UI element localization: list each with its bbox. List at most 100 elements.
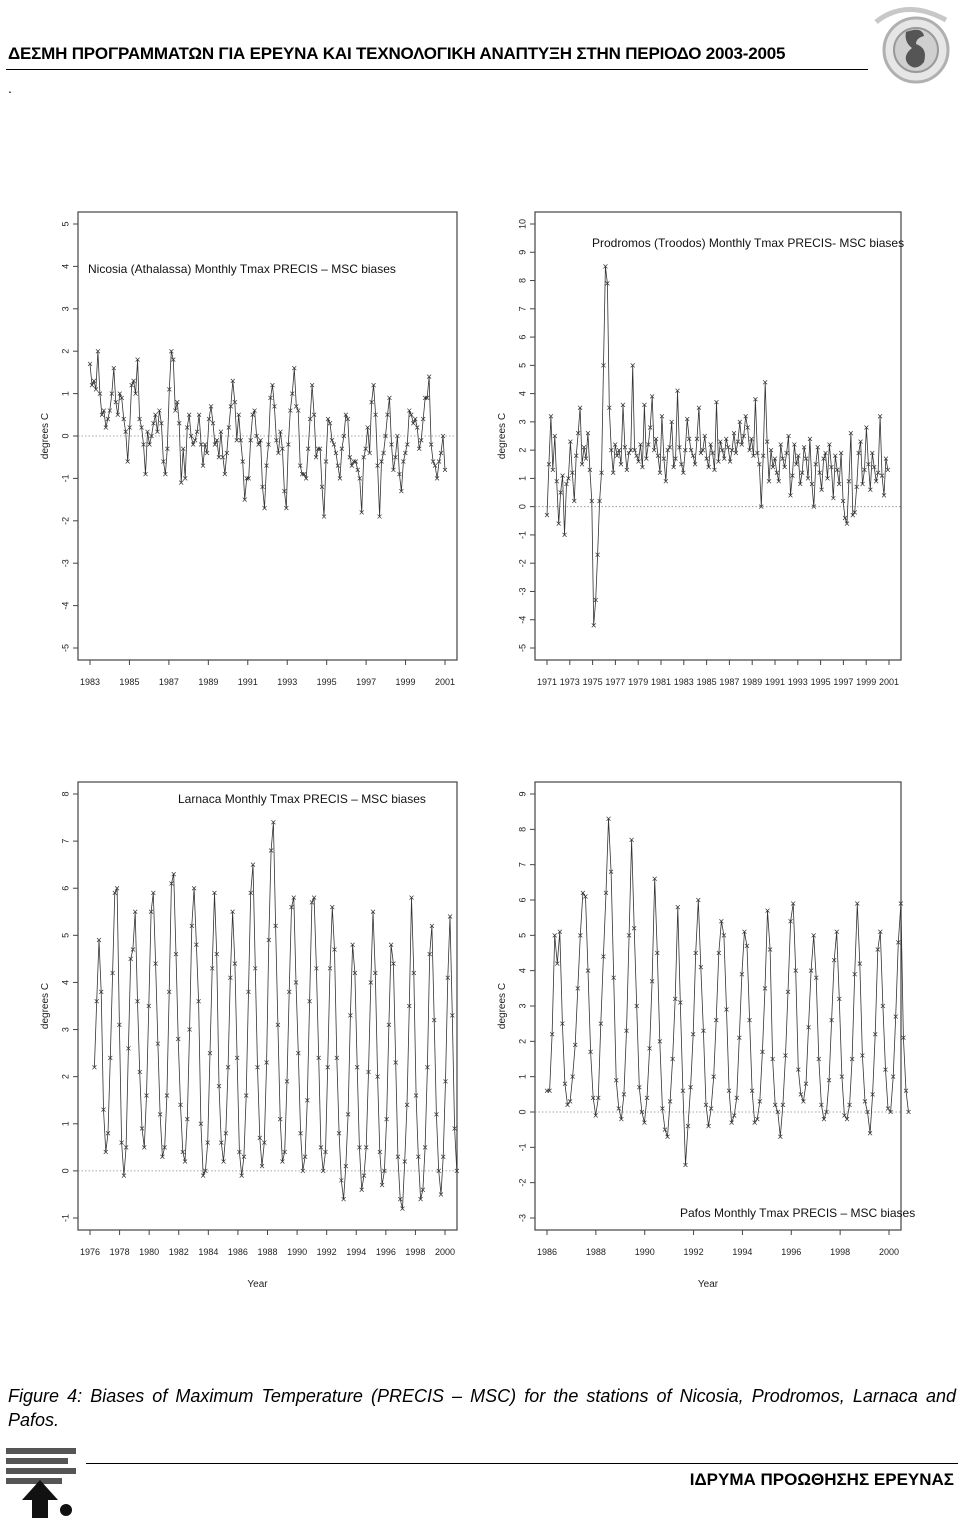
panel-3-data-point: [844, 1116, 850, 1122]
panel-0-data-point: [309, 382, 315, 388]
panel-0-data-point: [284, 505, 289, 511]
panel-2-data-point: [160, 1154, 165, 1160]
panel-1-data-point: [856, 450, 861, 456]
panel-3-data-point: [675, 904, 681, 910]
panel-2-ytick-label: 3: [60, 1027, 70, 1032]
panel-3-ytick-label: 9: [517, 791, 527, 796]
panel-3-data-point: [719, 918, 724, 924]
panel-1-data-point: [788, 493, 793, 498]
panel-0-data-point: [321, 514, 327, 519]
panel-1-data-point: [759, 504, 764, 509]
panel-1-xtick-label: 1995: [811, 677, 831, 687]
panel-3-data-point: [629, 837, 634, 843]
panel-0-data-point: [272, 404, 277, 409]
panel-1-xtick-label: 1975: [583, 677, 603, 687]
panel-2-data-point: [185, 1116, 190, 1122]
panel-3-data-point: [598, 1021, 604, 1026]
panel-0-data-point: [206, 416, 212, 422]
panel-2-ytick-label: 4: [60, 980, 70, 985]
panel-0-data-point: [411, 421, 416, 426]
panel-2-data-point: [164, 1093, 170, 1098]
panel-2-data-point: [429, 923, 435, 929]
panel-3-data-point: [583, 894, 588, 899]
panel-1-ytick-label: -5: [517, 644, 527, 652]
panel-0-data-point: [117, 391, 122, 396]
panel-0-data-point: [305, 446, 311, 451]
panel-2-data-point: [345, 1112, 351, 1117]
panel-3-data-point: [778, 1134, 783, 1139]
panel-0-data-point: [210, 421, 216, 426]
panel-0-ytick-label: 1: [60, 391, 70, 396]
panel-0-ylabel: degrees C: [40, 413, 51, 459]
panel-1-data-point: [813, 462, 819, 467]
panel-1-data-point: [860, 481, 865, 487]
panel-2-ytick-label: 6: [60, 886, 70, 891]
panel-3-data-point: [770, 1056, 775, 1062]
panel-0-data-point: [141, 442, 146, 447]
panel-0-data-point: [274, 437, 279, 443]
panel-0-data-point: [139, 425, 144, 430]
panel-1-data-point: [614, 453, 620, 459]
panel-1-data-point: [622, 445, 628, 450]
panel-1-data-point: [587, 467, 593, 473]
panel-0-data-point: [315, 446, 321, 451]
panel-2-data-point: [370, 909, 376, 915]
panel-2-data-point: [148, 909, 154, 915]
panel-3-data-point: [826, 1077, 832, 1083]
panel-2-data-point: [173, 951, 179, 957]
panel-1-data-point: [797, 481, 803, 487]
panel-2-data-point: [203, 1168, 208, 1174]
panel-1-data-point: [731, 430, 737, 436]
panel-2-data-point: [169, 881, 174, 886]
panel-0-data-point: [391, 467, 396, 473]
panel-3-data-point: [655, 950, 660, 956]
panel-2-data-point: [400, 1206, 405, 1211]
panel-1-ytick-label: 9: [517, 250, 527, 255]
panel-2-data-point: [323, 1149, 328, 1155]
panel-3-data-point: [803, 1081, 809, 1086]
panel-2-data-point: [214, 951, 219, 957]
panel-1-data-point: [741, 433, 746, 439]
panel-2-data-point: [416, 1154, 421, 1160]
panel-0-data-point: [442, 467, 448, 473]
panel-1-data-point: [864, 425, 869, 430]
panel-3-data-point: [613, 1077, 619, 1083]
panel-1-data-point: [821, 456, 826, 461]
panel-0-data-point: [87, 361, 93, 367]
panel-3-xtick-label: 1986: [537, 1247, 557, 1257]
panel-0-data-point: [208, 404, 214, 409]
panel-1-data-point: [696, 405, 702, 410]
panel-0-data-point: [335, 463, 341, 468]
panel-0-data-point: [111, 365, 117, 371]
delta-logo-icon: [874, 7, 950, 84]
panel-0-data-point: [248, 437, 253, 443]
panel-2-data-point: [447, 914, 453, 919]
panel-2-data-point: [110, 970, 115, 976]
panel-2-data-point: [175, 1036, 181, 1042]
panel-1-data-point: [583, 456, 589, 461]
panel-0-data-point: [133, 391, 138, 396]
panel-2-data-point: [96, 937, 102, 943]
panel-0-data-point: [333, 450, 339, 456]
panel-0-ytick-label: -2: [60, 517, 70, 525]
panel-2-data-point: [397, 1196, 403, 1202]
panel-1-xtick-label: 1999: [856, 677, 876, 687]
panel-1-data-point: [778, 442, 783, 447]
panel-1-data-point: [581, 445, 587, 450]
panel-1-data-point: [833, 453, 838, 459]
panel-1-xtick-label: 1977: [605, 677, 625, 687]
panel-1-data-point: [729, 447, 735, 453]
panel-1-data-point: [688, 447, 694, 453]
panel-3-data-point: [860, 1053, 865, 1058]
panel-0-data-point: [393, 454, 398, 460]
panel-2-data-point: [144, 1093, 149, 1098]
panel-2-data-point: [273, 923, 278, 929]
panel-3-data-point: [811, 933, 816, 938]
panel-1-data-point: [657, 470, 663, 475]
panel-3-data-point: [708, 1106, 714, 1111]
panel-2-data-point: [436, 1168, 441, 1174]
panel-1-data-point: [593, 597, 598, 603]
panel-1-data-point: [560, 473, 565, 478]
panel-3-ytick-label: 4: [517, 968, 527, 973]
panel-1-ytick-label: -1: [517, 531, 527, 539]
